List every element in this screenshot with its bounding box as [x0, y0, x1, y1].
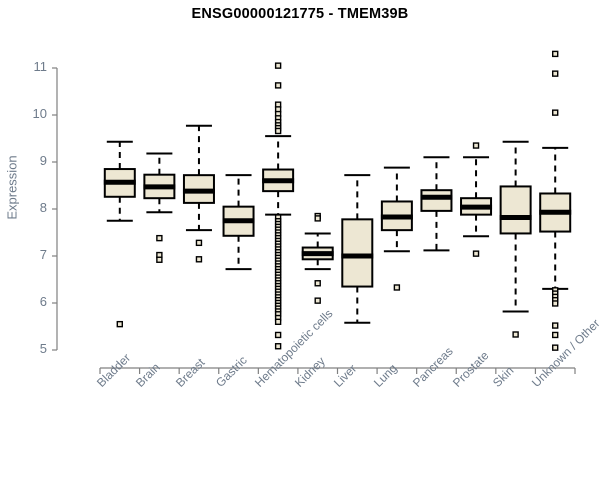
outlier-point	[274, 82, 282, 89]
boxplot-box	[103, 140, 136, 328]
outlier-point	[552, 50, 559, 58]
outlier-point	[195, 239, 203, 247]
y-tick-label: 8	[39, 200, 47, 215]
y-tick-label: 9	[39, 153, 47, 168]
outlier-point	[195, 256, 203, 263]
outlier-point	[512, 331, 519, 338]
boxplot-box	[460, 142, 493, 257]
boxplot-box	[222, 174, 255, 271]
outlier-point	[314, 280, 321, 287]
outlier-point	[274, 127, 282, 135]
y-tick-label: 7	[39, 247, 47, 262]
outlier-point	[472, 250, 480, 257]
outlier-point	[116, 320, 123, 328]
y-tick-label: 11	[33, 59, 48, 74]
outlier-point	[314, 297, 321, 304]
y-tick-label: 10	[32, 106, 47, 121]
box-iqr	[341, 218, 374, 288]
outlier-point	[472, 142, 480, 149]
box-iqr	[420, 189, 453, 212]
boxplot-box	[301, 212, 334, 304]
outlier-point	[314, 215, 321, 222]
boxplot-box	[182, 124, 215, 263]
box-iqr	[499, 185, 532, 235]
boxplot-box	[539, 50, 572, 351]
outlier-point	[274, 331, 282, 339]
outlier-point	[552, 344, 559, 351]
outlier-point	[156, 256, 163, 263]
boxplot-box	[420, 156, 453, 252]
boxplot-box	[262, 62, 295, 350]
boxplot-box	[143, 152, 176, 263]
boxplot-box	[341, 174, 374, 324]
outlier-point	[552, 70, 559, 77]
y-tick-label: 5	[39, 341, 47, 356]
outlier-point	[156, 234, 163, 242]
outlier-point	[552, 331, 559, 339]
boxplot-box	[499, 140, 532, 338]
outlier-point	[552, 109, 559, 116]
outlier-point	[274, 62, 282, 69]
boxplot-box	[380, 166, 413, 291]
outlier-point	[274, 318, 282, 325]
y-tick-label: 6	[39, 294, 47, 309]
outlier-point	[552, 322, 559, 329]
outlier-point	[393, 284, 401, 291]
page-title: ENSG00000121775 - TMEM39B	[191, 6, 409, 22]
outlier-point	[552, 300, 559, 307]
outlier-point	[274, 343, 282, 350]
